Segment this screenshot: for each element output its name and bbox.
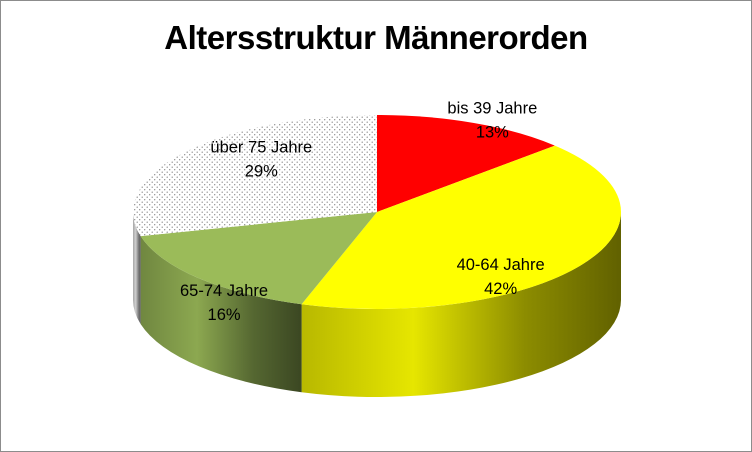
- pie-top-faces: [133, 115, 621, 309]
- pie-slice-ueber-75-jahre: [133, 115, 377, 237]
- slice-value-40-64-jahre: 42%: [484, 280, 517, 298]
- slice-value-bis-39-jahre: 13%: [476, 123, 509, 141]
- pie-slice-40-64-jahre: [301, 145, 621, 309]
- pie-slice-bis-39-jahre: [377, 115, 555, 212]
- pie-side-walls: [133, 212, 621, 397]
- slice-value-65-74-jahre: 16%: [208, 306, 241, 324]
- pie-side-65-74-jahre: [140, 236, 302, 393]
- slice-label-ueber-75-jahre: über 75 Jahre: [210, 138, 312, 156]
- slice-label-65-74-jahre: 65-74 Jahre: [180, 282, 268, 300]
- chart-title: Altersstruktur Männerorden: [164, 19, 588, 56]
- slice-label-bis-39-jahre: bis 39 Jahre: [447, 99, 537, 117]
- pie-slice-65-74-jahre: [140, 212, 377, 305]
- slice-value-ueber-75-jahre: 29%: [245, 162, 278, 180]
- pie-side-ueber-75-jahre: [133, 212, 141, 325]
- pie-side-40-64-jahre: [301, 212, 621, 397]
- slice-label-40-64-jahre: 40-64 Jahre: [457, 256, 545, 274]
- pie-labels: bis 39 Jahre 13% 40-64 Jahre 42% 65-74 Jahre…: [180, 99, 545, 324]
